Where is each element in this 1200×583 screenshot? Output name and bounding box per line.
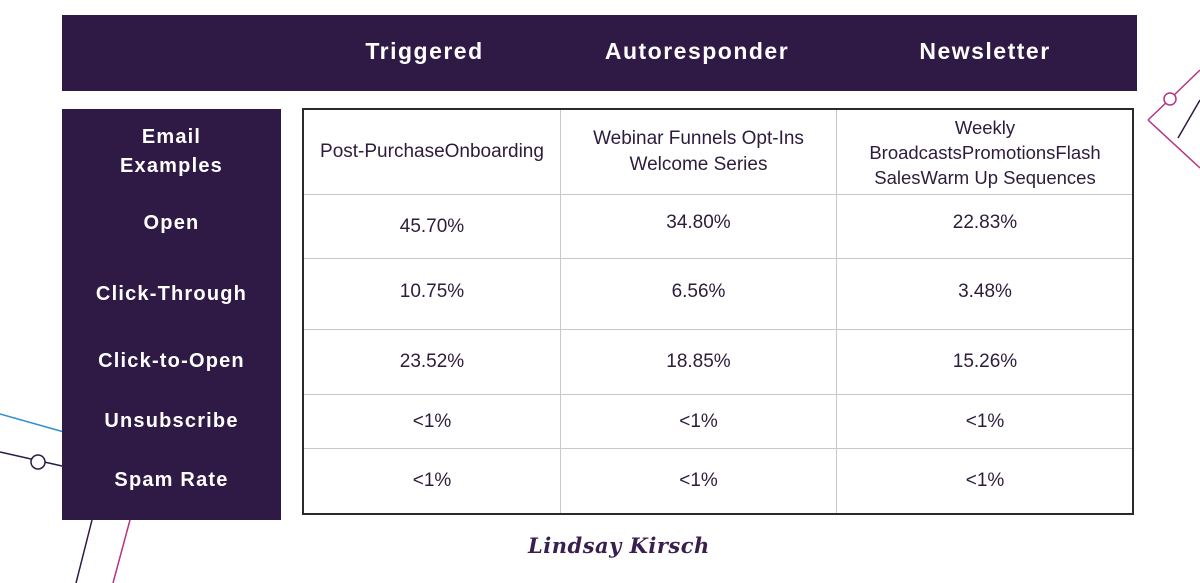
cell-spamrate-newsletter: <1% <box>965 470 1005 491</box>
cell-open-triggered: 45.70% <box>399 215 465 237</box>
row-label-unsubscribe: Unsubscribe <box>104 409 239 432</box>
row-divider <box>304 329 1132 330</box>
row-label-spam-rate: Spam Rate <box>114 468 229 491</box>
signature-logo: Lindsay Kirsch <box>528 533 710 558</box>
cell-spamrate-triggered: <1% <box>412 470 452 491</box>
column-divider <box>560 110 561 513</box>
cell-clickthrough-triggered: 10.75% <box>399 281 465 302</box>
cell-clickthrough-newsletter: 3.48% <box>958 281 1012 302</box>
column-header-band: Triggered Autoresponder Newsletter <box>62 15 1137 91</box>
cell-unsubscribe-triggered: <1% <box>412 410 452 432</box>
column-header-autoresponder: Autoresponder <box>604 38 790 64</box>
row-label-email-examples: Email Examples <box>120 126 223 177</box>
row-divider <box>304 448 1132 449</box>
row-label-open: Open <box>143 211 200 234</box>
row-divider <box>304 394 1132 395</box>
row-label-click-through: Click-Through <box>95 282 248 305</box>
cell-clickthrough-autoresponder: 6.56% <box>671 281 726 302</box>
row-label-sidebar: Email Examples Open Click-Through Click-… <box>62 109 281 520</box>
cell-spamrate-autoresponder: <1% <box>679 470 718 491</box>
row-divider <box>304 194 1132 195</box>
cell-clicktoopen-autoresponder: 18.85% <box>666 351 731 372</box>
cell-clicktoopen-triggered: 23.52% <box>399 351 465 372</box>
cell-examples-newsletter: Weekly BroadcastsPromotionsFlash SalesWa… <box>869 116 1101 188</box>
data-grid: Post-PurchaseOnboarding Webinar Funnels … <box>302 108 1134 515</box>
cell-open-autoresponder: 34.80% <box>666 211 731 233</box>
cell-open-newsletter: 22.83% <box>952 211 1018 233</box>
cell-examples-triggered: Post-PurchaseOnboarding <box>320 141 544 162</box>
column-divider <box>836 110 837 513</box>
cell-unsubscribe-autoresponder: <1% <box>679 410 718 432</box>
cell-clicktoopen-newsletter: 15.26% <box>952 351 1018 372</box>
column-header-triggered: Triggered <box>365 38 484 64</box>
cell-examples-autoresponder: Webinar Funnels Opt-Ins Welcome Series <box>593 128 804 175</box>
row-divider <box>304 258 1132 259</box>
row-label-click-to-open: Click-to-Open <box>98 349 245 372</box>
cell-unsubscribe-newsletter: <1% <box>965 410 1005 432</box>
column-header-newsletter: Newsletter <box>919 38 1051 64</box>
